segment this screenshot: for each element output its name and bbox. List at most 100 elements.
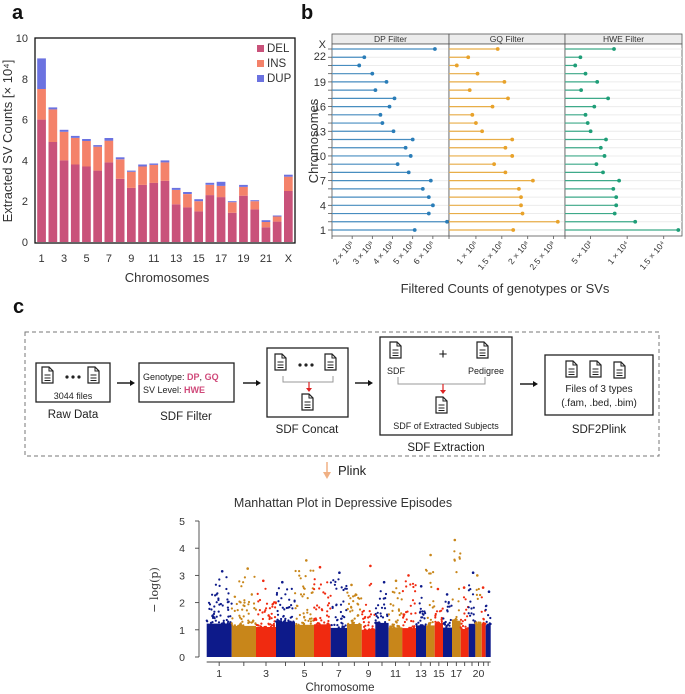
chromosome-band-6	[313, 565, 332, 657]
ellipsis-icon	[298, 363, 314, 367]
snp-point	[444, 600, 447, 603]
lollipop-dot-chr15	[470, 112, 475, 117]
snp-point	[212, 612, 216, 616]
snp-point	[267, 622, 270, 625]
snp-point	[233, 624, 236, 627]
snp-point	[444, 620, 447, 624]
snp-point	[269, 625, 272, 629]
snp-point	[459, 618, 463, 621]
file-fold	[620, 362, 625, 367]
lollipop-dot-chr16	[490, 104, 495, 109]
pedigree-label: Pedigree	[468, 366, 504, 376]
snp-point	[377, 621, 381, 624]
snp-point	[277, 600, 280, 603]
snp-point	[468, 584, 471, 587]
snp-point	[227, 615, 230, 618]
snp-point	[455, 571, 458, 574]
chromosome-band-18	[459, 586, 470, 657]
dense-points	[452, 620, 461, 657]
legend-label-dup: DUP	[267, 73, 292, 85]
snp-point	[298, 613, 301, 617]
snp-point	[236, 609, 239, 612]
snp-point	[464, 598, 467, 601]
sv-level-filter-text: SV Level: HWE	[143, 385, 205, 395]
x-tick-label: 3	[263, 668, 269, 680]
bar-del-chr11	[149, 182, 159, 242]
lollipop-dot-chr19	[502, 80, 507, 84]
snp-point	[306, 608, 309, 612]
bar-ins-chr13	[171, 190, 181, 205]
snp-point	[461, 620, 464, 623]
result-label: SDF of Extracted Subjects	[393, 421, 499, 431]
arrow-icon	[117, 380, 135, 386]
lollipop-dot-chr11	[403, 145, 408, 150]
snp-point	[414, 612, 417, 615]
snp-point	[371, 625, 374, 628]
snp-point	[257, 600, 260, 603]
snp-point	[351, 609, 354, 612]
y-tick-label: 4	[320, 200, 326, 212]
lollipop-dot-chr2	[555, 219, 560, 224]
snp-point	[302, 593, 306, 596]
snp-point	[472, 613, 475, 616]
snp-point	[415, 623, 418, 626]
snp-point	[214, 583, 217, 586]
snp-point	[364, 603, 368, 606]
snp-peak-point	[338, 571, 341, 574]
snp-point	[264, 587, 267, 590]
x-tick-label: 13	[170, 253, 182, 265]
x-tick-label: 9	[366, 668, 372, 680]
lollipop-dot-chr20	[583, 71, 588, 76]
x-tick-label: 1	[216, 668, 222, 680]
snp-point	[402, 624, 405, 627]
legend-label-ins: INS	[267, 58, 287, 70]
dense-points	[426, 625, 435, 657]
lollipop-dot-chr10	[602, 154, 607, 158]
bar-dup-chr11	[149, 163, 159, 165]
lollipop-dot-chr22	[466, 55, 471, 60]
snp-point	[412, 620, 415, 623]
snp-point	[277, 619, 280, 622]
snp-point	[400, 612, 403, 615]
gq-highlight: GQ	[205, 372, 219, 382]
snp-point	[347, 602, 351, 606]
snp-point	[231, 624, 234, 627]
snp-point	[342, 600, 345, 603]
snp-point	[215, 601, 218, 604]
file-icon	[301, 393, 314, 411]
snp-point	[367, 621, 370, 624]
snp-point	[447, 623, 450, 626]
step-sdf-concat: SDF Concat	[266, 347, 349, 436]
snp-point	[429, 618, 432, 621]
snp-point	[376, 616, 380, 619]
bar-del-chr7	[104, 162, 114, 242]
chromosome-band-2	[230, 567, 257, 657]
snp-peak-point	[476, 574, 479, 577]
snp-point	[230, 607, 233, 610]
facet-hwe-filter: HWE Filter 5 × 10³ 1 × 10⁴ 1.5 × 10⁴	[564, 33, 683, 272]
snp-point	[413, 625, 416, 628]
snp-point	[367, 616, 370, 619]
snp-point	[370, 582, 373, 585]
chromosome-band-3	[255, 579, 277, 657]
snp-point	[401, 590, 404, 593]
snp-point	[331, 606, 334, 610]
snp-point	[333, 623, 336, 627]
snp-point	[344, 587, 347, 590]
lollipop-dot-chr6	[611, 186, 616, 191]
snp-point	[446, 605, 449, 608]
snp-point	[258, 609, 261, 612]
snp-point	[453, 559, 456, 562]
snp-point	[342, 588, 345, 592]
snp-point	[291, 607, 294, 610]
y-tick-label: 10	[16, 33, 28, 45]
snp-point	[323, 621, 326, 624]
chromosome-band-14	[424, 553, 436, 657]
snp-point	[394, 620, 397, 623]
dense-points	[361, 629, 376, 657]
bar-ins-chr18	[227, 202, 237, 213]
snp-point	[383, 607, 387, 610]
bar-dup-chr9	[127, 170, 136, 172]
snp-point	[312, 569, 315, 572]
snp-point	[280, 617, 283, 621]
